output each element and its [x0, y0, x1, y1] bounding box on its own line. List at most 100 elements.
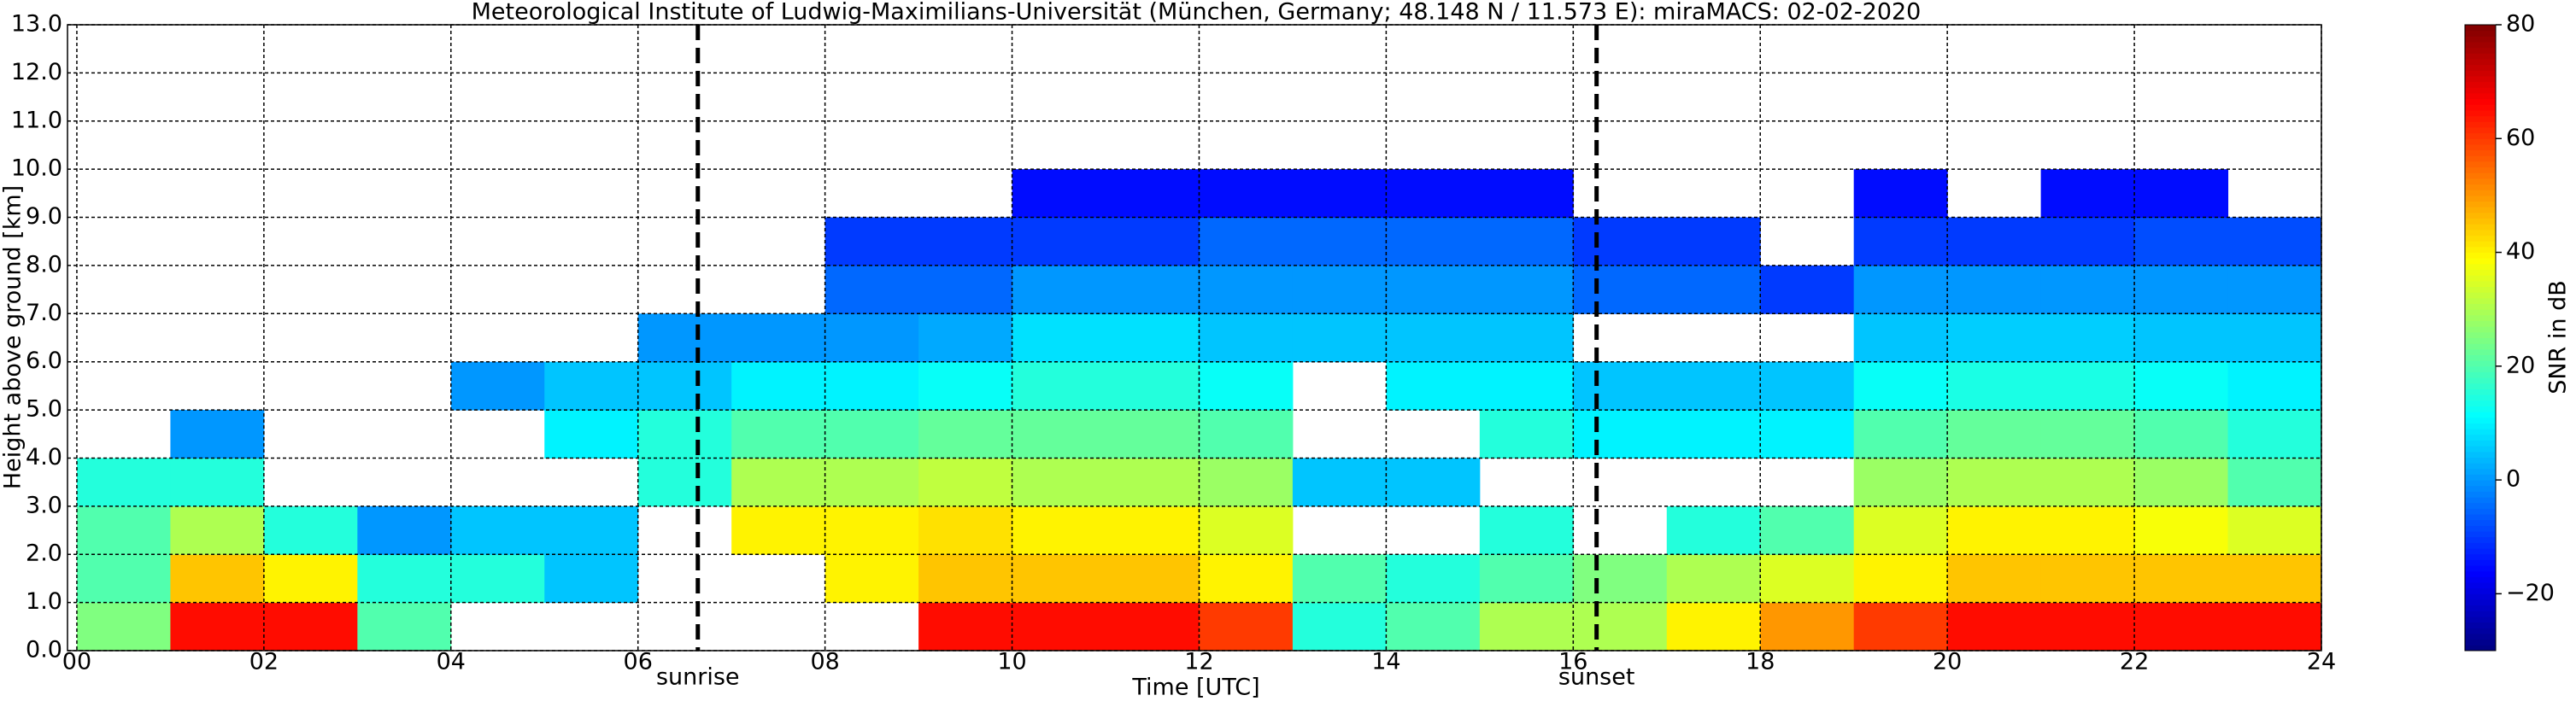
cell [170, 410, 265, 459]
cell [1947, 554, 2042, 604]
cell [2134, 410, 2229, 459]
colorbar-segment [2465, 400, 2496, 406]
colorbar-segment [2465, 47, 2496, 54]
cell [1853, 554, 1948, 604]
cell [263, 505, 358, 555]
colorbar-segment [2465, 565, 2496, 572]
cell [637, 458, 732, 507]
cell [1947, 217, 2042, 266]
cell [2134, 217, 2229, 266]
cell [1106, 602, 1200, 651]
cell [76, 554, 171, 604]
x-tick-label: 22 [2120, 649, 2149, 675]
cell [1760, 602, 1855, 651]
colorbar-segment [2465, 553, 2496, 560]
cell [1199, 602, 1294, 651]
colorbar-segment [2465, 104, 2496, 111]
cell [1760, 410, 1855, 459]
colorbar-segment [2465, 429, 2496, 435]
colorbar-segment [2465, 508, 2496, 515]
cell [1012, 217, 1106, 266]
colorbar-segment [2465, 463, 2496, 470]
colorbar-segment [2465, 269, 2496, 276]
cell [1479, 169, 1574, 219]
colorbar-segment [2465, 190, 2496, 196]
y-tick-label: 10.0 [11, 155, 62, 182]
colorbar-segment [2465, 474, 2496, 481]
cell [357, 505, 452, 555]
colorbar-segment [2465, 628, 2496, 634]
colorbar-segment [2465, 519, 2496, 526]
cell [731, 458, 826, 507]
colorbar-segment [2465, 389, 2496, 395]
colorbar-segment [2465, 207, 2496, 213]
colorbar-segment [2465, 412, 2496, 418]
cell [2134, 602, 2229, 651]
cell [2134, 554, 2229, 604]
colorbar-segment [2465, 161, 2496, 168]
x-tick-label: 16 [1558, 649, 1587, 675]
cell [1947, 313, 2042, 363]
y-tick-label: 4.0 [26, 444, 62, 470]
colorbar-segment [2465, 167, 2496, 173]
colorbar-segment [2465, 263, 2496, 271]
y-tick-label: 2.0 [26, 540, 62, 567]
colorbar-segment [2465, 292, 2496, 299]
colorbar-segment [2465, 303, 2496, 310]
cell [1386, 217, 1481, 266]
cell [1947, 505, 2042, 555]
cell [1292, 265, 1387, 314]
colorbar-segment [2465, 195, 2496, 202]
y-tick-label: 3.0 [26, 492, 62, 518]
cell [1853, 169, 1948, 219]
colorbar-segment [2465, 371, 2496, 378]
colorbar-segment [2465, 109, 2496, 117]
cell [544, 505, 639, 555]
cell [2227, 361, 2322, 411]
colorbar-segment [2465, 514, 2496, 521]
colorbar-segment [2465, 252, 2496, 259]
x-tick-label: 14 [1371, 649, 1400, 675]
cell [1199, 265, 1294, 314]
colorbar-segment [2465, 155, 2496, 162]
colorbar-tick-label: 60 [2506, 125, 2535, 151]
colorbar-segment [2465, 582, 2496, 589]
colorbar-segment [2465, 212, 2496, 219]
y-axis-label: Height above ground [km] [0, 185, 26, 489]
cell [2227, 313, 2322, 363]
cell [637, 361, 732, 411]
colorbar-segment [2465, 599, 2496, 606]
colorbar-segment [2465, 235, 2496, 242]
cell [731, 410, 826, 459]
cell [1853, 602, 1948, 651]
cell [637, 410, 732, 459]
colorbar-segment [2465, 457, 2496, 464]
y-tick-label: 7.0 [26, 300, 62, 326]
cell [1012, 554, 1106, 604]
cell [1199, 554, 1294, 604]
y-tick-label: 9.0 [26, 203, 62, 230]
cell [1106, 458, 1200, 507]
cell [170, 602, 265, 651]
colorbar-segment [2465, 354, 2496, 361]
cell [1479, 217, 1574, 266]
cell [1292, 458, 1387, 507]
colorbar-segment [2465, 348, 2496, 355]
colorbar-segment [2465, 423, 2496, 429]
colorbar-segment [2465, 229, 2496, 237]
colorbar-tick-label: −20 [2506, 580, 2555, 606]
colorbar-segment [2465, 394, 2496, 401]
cell [2227, 554, 2322, 604]
cell [824, 361, 919, 411]
cell [731, 505, 826, 555]
cell [1012, 505, 1106, 555]
cell [544, 554, 639, 604]
colorbar-segment [2465, 320, 2496, 327]
cell [1479, 505, 1574, 555]
cell [2134, 505, 2229, 555]
cell [1292, 217, 1387, 266]
colorbar-segment [2465, 258, 2496, 265]
x-tick-label: 12 [1184, 649, 1213, 675]
cell [1106, 169, 1200, 219]
colorbar-segment [2465, 570, 2496, 577]
